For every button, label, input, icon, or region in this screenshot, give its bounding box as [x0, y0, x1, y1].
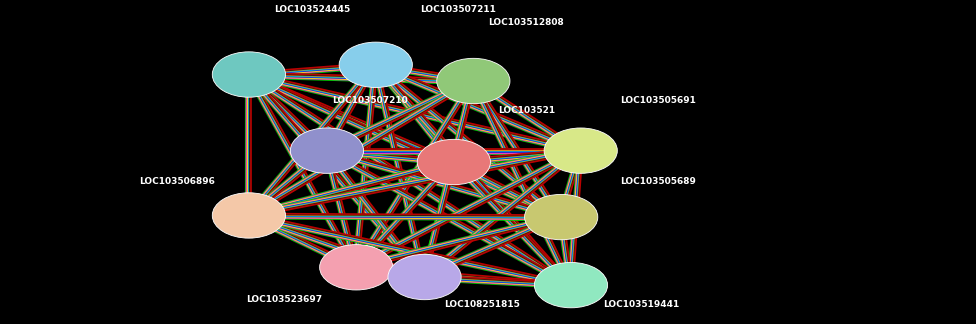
Text: LOC103507210: LOC103507210	[332, 96, 408, 105]
Ellipse shape	[388, 254, 462, 300]
Text: LOC103512808: LOC103512808	[488, 18, 564, 27]
Ellipse shape	[418, 139, 491, 185]
Text: LOC103505691: LOC103505691	[620, 96, 696, 105]
Text: LOC103507211: LOC103507211	[420, 5, 496, 14]
Text: LOC108251815: LOC108251815	[444, 300, 520, 309]
Text: LOC103521: LOC103521	[498, 106, 555, 115]
Ellipse shape	[320, 245, 393, 290]
Ellipse shape	[291, 128, 364, 173]
Ellipse shape	[525, 194, 597, 240]
Ellipse shape	[213, 193, 286, 238]
Text: LOC103519441: LOC103519441	[603, 300, 679, 309]
Text: LOC103506896: LOC103506896	[139, 177, 215, 186]
Ellipse shape	[545, 128, 618, 173]
Text: LOC103505689: LOC103505689	[620, 177, 696, 186]
Ellipse shape	[534, 262, 607, 308]
Text: LOC103524445: LOC103524445	[274, 5, 350, 14]
Ellipse shape	[340, 42, 413, 87]
Ellipse shape	[437, 58, 510, 104]
Text: LOC103523697: LOC103523697	[246, 295, 322, 304]
Ellipse shape	[213, 52, 286, 97]
